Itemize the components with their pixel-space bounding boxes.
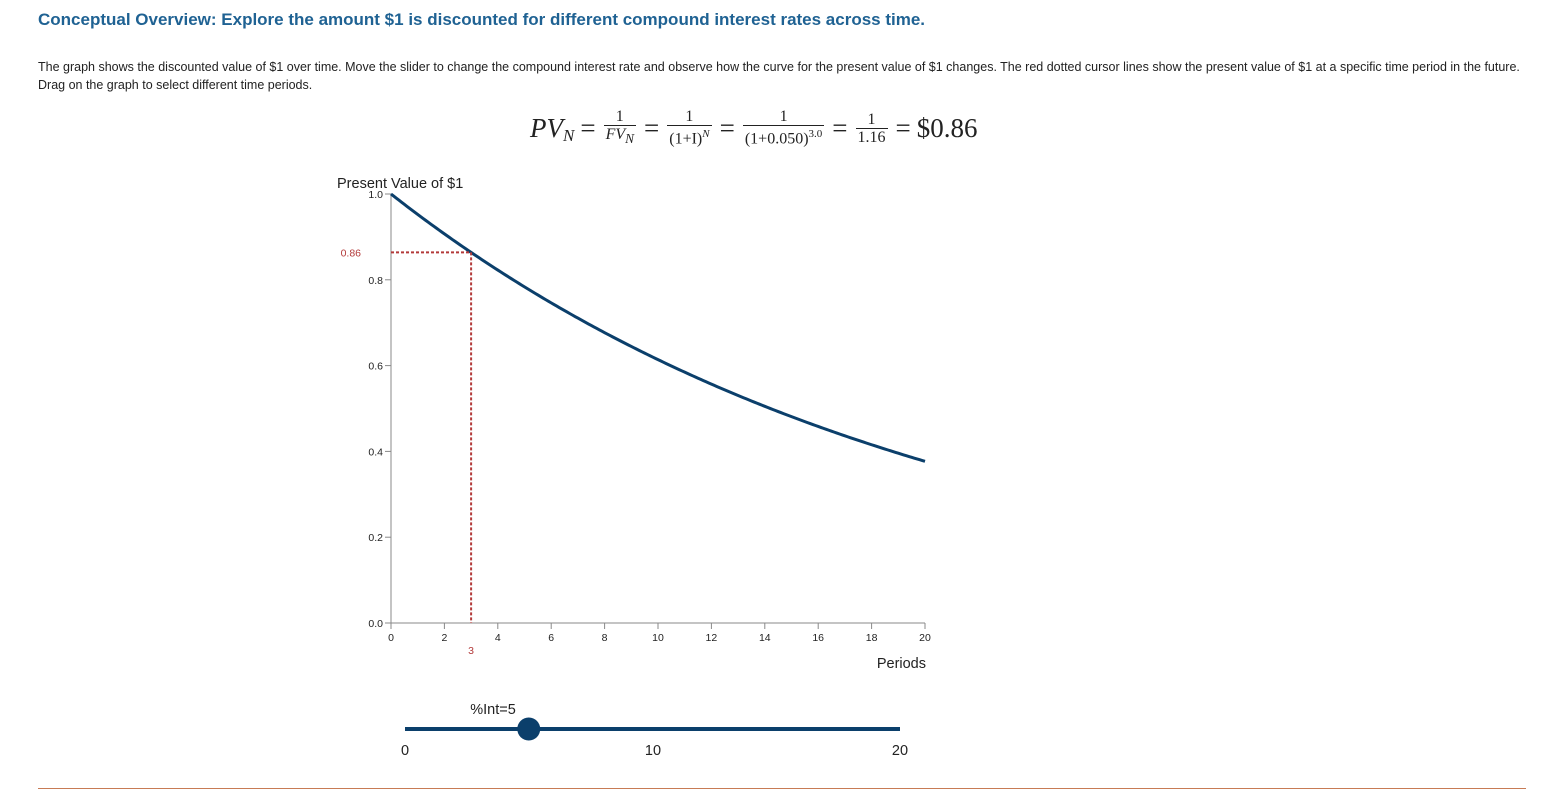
formula-fraction-fv: 1 FVN [603, 108, 637, 147]
y-tick-label: 0.6 [368, 361, 383, 373]
equals-sign: = [580, 112, 596, 143]
formula-fraction-substituted: 1 (1+0.050)3.0 [742, 108, 825, 148]
x-axis-title: Periods [877, 656, 926, 672]
x-tick-label: 6 [548, 632, 554, 644]
slider-handle[interactable] [517, 717, 541, 741]
y-axis-title: Present Value of $1 [337, 176, 463, 192]
formula-result: $0.86 [916, 112, 978, 143]
cursor-y-value: 0.86 [341, 247, 362, 259]
x-tick-label: 16 [812, 632, 824, 644]
cursor-x-value: 3 [468, 645, 474, 657]
x-tick-label: 8 [602, 632, 608, 644]
slider-mid-label: 10 [645, 743, 661, 759]
y-tick-label: 0.2 [368, 532, 383, 544]
y-tick-label: 0.8 [368, 275, 383, 287]
formula-lhs: PV [530, 112, 563, 143]
present-value-curve [390, 192, 926, 463]
equals-sign: = [719, 112, 735, 143]
x-tick-label: 20 [919, 632, 931, 644]
x-tick-label: 0 [388, 632, 394, 644]
x-tick-label: 2 [441, 632, 447, 644]
slider-max-label: 20 [892, 743, 908, 759]
formula-fraction-general: 1 (1+I)N [667, 108, 712, 148]
y-tick-label: 1.0 [368, 189, 383, 201]
y-tick-label: 0.0 [368, 618, 383, 630]
x-tick-label: 10 [652, 632, 664, 644]
page-description: The graph shows the discounted value of … [38, 60, 1520, 92]
equals-sign: = [895, 112, 911, 143]
equals-sign: = [644, 112, 660, 143]
page-title: Conceptual Overview: Explore the amount … [38, 10, 926, 29]
slider-label: %Int=5 [470, 702, 516, 718]
x-tick-label: 18 [866, 632, 878, 644]
x-tick-label: 12 [706, 632, 718, 644]
formula-lhs-sub: N [563, 126, 575, 145]
y-tick-label: 0.4 [368, 446, 383, 458]
pv-formula: PV N = 1 FVN = 1 (1+I)N = 1 (1+0.050)3.0 … [530, 104, 978, 152]
x-tick-label: 4 [495, 632, 501, 644]
formula-fraction-evaluated: 1 1.16 [855, 110, 888, 146]
x-axis-ticks: 0 2 4 6 8 10 12 14 16 18 20 [388, 623, 931, 644]
slider-min-label: 0 [401, 743, 409, 759]
equals-sign: = [832, 112, 848, 143]
y-axis-ticks: 0.0 0.2 0.4 0.6 0.8 1.0 [368, 189, 391, 630]
x-tick-label: 14 [759, 632, 771, 644]
